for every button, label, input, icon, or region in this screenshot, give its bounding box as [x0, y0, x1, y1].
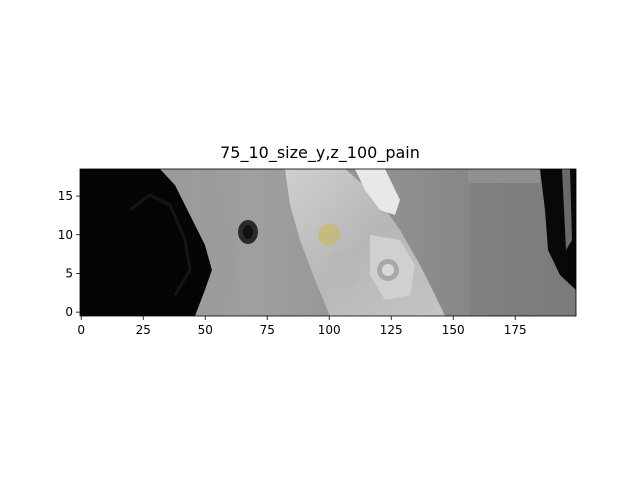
x-tick-label: 150 [442, 323, 465, 337]
highlight-marker [318, 223, 341, 246]
x-tick-label: 50 [198, 323, 213, 337]
x-tick-label: 100 [318, 323, 341, 337]
soft-tissue-band [160, 169, 240, 316]
bone-bright-1 [355, 169, 400, 215]
ct-image [80, 169, 576, 316]
y-tick-label: 10 [58, 228, 73, 242]
x-tick-label: 75 [260, 323, 275, 337]
x-tick-label: 125 [380, 323, 403, 337]
tissue-right [470, 169, 576, 316]
air-region-left [80, 169, 212, 316]
x-tick-label: 0 [77, 323, 85, 337]
vertebra-center [382, 264, 394, 276]
x-tick-label: 175 [504, 323, 527, 337]
dark-lesion-core [243, 225, 253, 239]
y-tick-label: 0 [65, 305, 73, 319]
top-strip [468, 169, 540, 183]
y-axis: 0 5 10 15 [58, 189, 80, 319]
x-axis: 0 25 50 75 100 125 150 175 [77, 316, 527, 337]
dark-contour [129, 193, 192, 296]
y-tick-label: 15 [58, 189, 73, 203]
y-tick-label: 5 [65, 266, 73, 280]
axes-frame [79, 168, 577, 317]
figure-title: 75_10_size_y,z_100_pain [220, 143, 420, 162]
edge-strip-right [562, 169, 572, 250]
bone-patch [330, 250, 360, 290]
x-tick-label: 25 [136, 323, 151, 337]
